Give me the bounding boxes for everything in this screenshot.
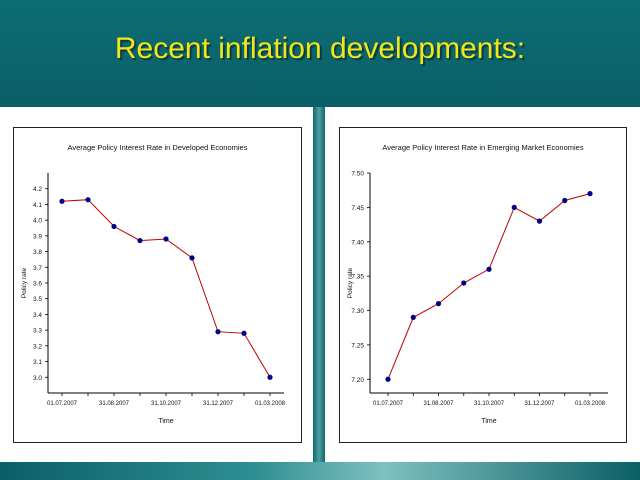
data-point xyxy=(59,198,65,204)
y-tick-label: 7.40 xyxy=(351,239,364,246)
y-tick-label: 3.9 xyxy=(33,233,42,240)
data-point xyxy=(111,223,117,230)
slide-title: Recent inflation developments: xyxy=(114,32,526,65)
x-tick-label: 31.12.2007 xyxy=(203,401,234,407)
data-point xyxy=(385,376,391,382)
data-point xyxy=(137,237,143,244)
y-axis-label: Policy rate xyxy=(21,267,28,298)
x-tick-label: 01.03.2008 xyxy=(575,401,606,407)
x-tick-label: 31.10.2007 xyxy=(151,401,182,407)
y-tick-label: 3.5 xyxy=(33,296,42,303)
y-axis-label: Policy rate xyxy=(347,267,354,298)
data-point xyxy=(511,204,517,210)
data-point xyxy=(587,191,593,197)
y-tick-label: 3.2 xyxy=(33,343,42,350)
data-point xyxy=(267,374,273,380)
y-tick-label: 4.2 xyxy=(33,186,42,193)
left-margin xyxy=(0,107,12,480)
center-divider xyxy=(313,107,325,463)
chart-emerging: Average Policy Interest Rate in Emerging… xyxy=(347,143,608,425)
x-tick-label: 31.10.2007 xyxy=(474,401,505,407)
slide-header: Recent inflation developments: xyxy=(0,0,640,107)
x-axis-label: Time xyxy=(481,418,496,425)
y-tick-label: 4.1 xyxy=(33,202,42,209)
y-tick-label: 3.3 xyxy=(33,328,42,335)
data-point xyxy=(163,236,169,242)
y-tick-label: 7.30 xyxy=(351,308,364,315)
data-point xyxy=(562,197,568,204)
y-tick-label: 7.35 xyxy=(351,274,364,281)
x-tick-label: 01.07.2007 xyxy=(373,401,404,407)
x-tick-label: 31.08.2007 xyxy=(423,401,454,407)
y-tick-label: 3.4 xyxy=(33,312,42,319)
y-tick-label: 3.6 xyxy=(33,281,42,288)
x-tick-label: 31.08.2007 xyxy=(99,401,130,407)
slide-footer xyxy=(0,462,640,480)
y-tick-label: 3.8 xyxy=(33,249,42,256)
chart-title: Average Policy Interest Rate in Develope… xyxy=(68,143,248,152)
y-tick-label: 7.50 xyxy=(351,171,364,178)
y-tick-label: 7.25 xyxy=(351,342,364,349)
chart-emerging-panel: Average Policy Interest Rate in Emerging… xyxy=(339,127,627,443)
y-tick-label: 4.0 xyxy=(33,218,42,225)
data-point xyxy=(241,330,247,336)
data-point xyxy=(410,314,416,320)
chart-developed: Average Policy Interest Rate in Develope… xyxy=(21,143,286,425)
x-tick-label: 01.07.2007 xyxy=(47,401,78,407)
series-line xyxy=(61,199,271,378)
x-axis-label: Time xyxy=(158,418,173,425)
chart-developed-panel: Average Policy Interest Rate in Develope… xyxy=(13,127,302,443)
data-point xyxy=(461,280,467,286)
y-tick-label: 7.45 xyxy=(351,205,364,212)
data-point xyxy=(189,255,195,261)
data-point xyxy=(85,197,91,203)
y-tick-label: 3.7 xyxy=(33,265,42,272)
y-tick-label: 3.1 xyxy=(33,359,42,366)
data-point xyxy=(435,301,442,307)
x-tick-label: 31.12.2007 xyxy=(524,401,555,407)
data-point xyxy=(215,329,221,335)
y-tick-label: 3.0 xyxy=(33,375,42,382)
y-tick-label: 7.20 xyxy=(351,377,364,384)
data-point xyxy=(486,266,492,272)
series-line xyxy=(387,193,591,380)
chart-title: Average Policy Interest Rate in Emerging… xyxy=(382,143,583,152)
x-tick-label: 01.03.2008 xyxy=(255,401,286,407)
data-point xyxy=(536,218,543,224)
